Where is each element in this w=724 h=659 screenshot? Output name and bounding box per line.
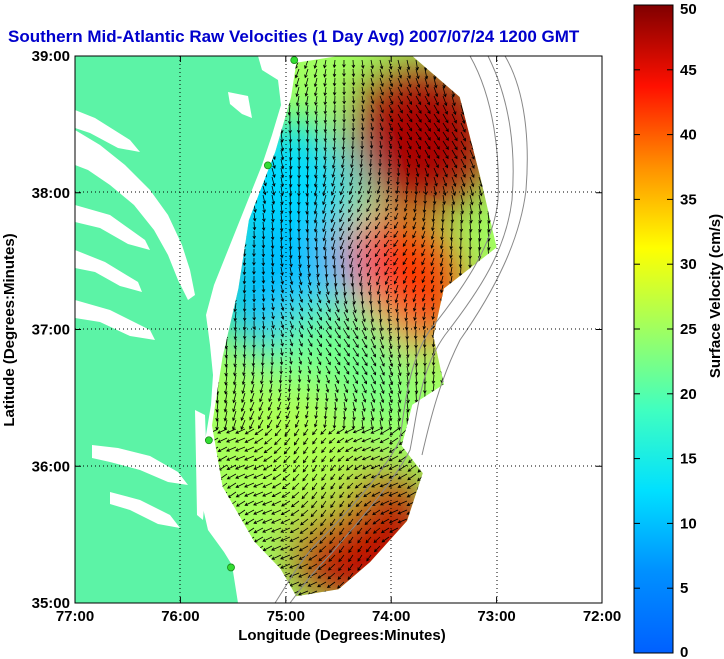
y-tick-label: 38:00	[32, 185, 70, 202]
station-marker	[227, 563, 235, 572]
x-axis-label: Longitude (Degrees:Minutes)	[238, 627, 446, 644]
station-marker	[263, 161, 272, 170]
colorbar-tick-label: 35	[680, 191, 697, 208]
y-axis-ticks: 35:00 36:00 37:00 38:00 39:00	[32, 48, 602, 612]
colorbar-tick-label: 0	[680, 644, 688, 659]
x-tick-label: 73:00	[477, 608, 515, 625]
colorbar-tick-label: 5	[680, 580, 688, 597]
water-bodies	[75, 92, 252, 528]
colorbar-gradient	[633, 4, 674, 654]
y-tick-label: 36:00	[32, 458, 70, 475]
y-tick-label: 37:00	[32, 322, 70, 339]
colorbar-tick-label: 30	[680, 256, 697, 273]
x-tick-label: 74:00	[372, 608, 410, 625]
colorbar-tick-label: 50	[680, 1, 697, 18]
colorbar-tick-label: 40	[680, 127, 697, 144]
y-axis-label: Latitude (Degrees:Minutes)	[1, 233, 18, 426]
x-axis-ticks: 77:00 76:00 75:00 74:00 73:00 72:00	[56, 56, 621, 625]
x-tick-label: 77:00	[56, 608, 94, 625]
y-tick-label: 35:00	[32, 595, 70, 612]
colorbar-tick-label: 15	[680, 451, 697, 468]
colorbar-tick-label: 45	[680, 62, 697, 79]
colorbar-tick-label: 10	[680, 515, 697, 532]
chart-title: Southern Mid-Atlantic Raw Velocities (1 …	[8, 27, 580, 46]
plot-area	[74, 55, 603, 604]
colorbar-ticks: 0 5 10 15 20 25 30 35 40 45 50	[634, 1, 697, 659]
colorbar-tick-label: 20	[680, 386, 697, 403]
colorbar-label: Surface Velocity (cm/s)	[707, 214, 724, 378]
colorbar-tick-label: 25	[680, 321, 697, 338]
bathymetry-contours	[274, 56, 528, 603]
station-marker	[290, 56, 299, 65]
x-tick-label: 75:00	[267, 608, 305, 625]
x-tick-label: 76:00	[161, 608, 199, 625]
colorbar: 0 5 10 15 20 25 30 35 40 45 50 Surface Velocity (c…	[633, 1, 724, 659]
y-tick-label: 39:00	[32, 48, 70, 65]
station-marker	[204, 436, 213, 445]
radar-stations	[204, 56, 299, 572]
x-tick-label: 72:00	[583, 608, 621, 625]
